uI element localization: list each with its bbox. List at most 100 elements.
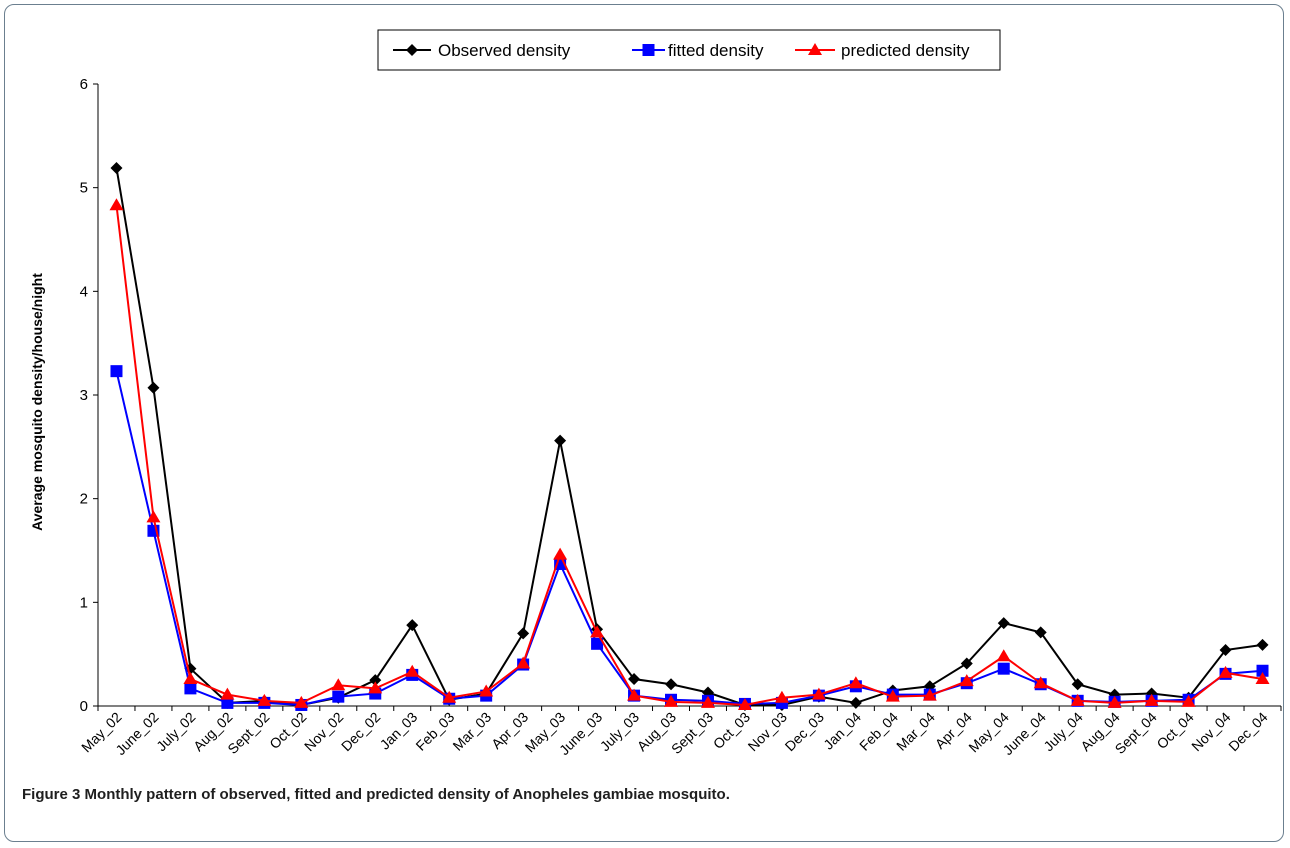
data-point: [1071, 678, 1084, 691]
data-point: [442, 690, 457, 703]
y-tick-label: 6: [80, 76, 88, 93]
data-point: [627, 688, 642, 701]
legend-marker: [808, 43, 822, 55]
x-tick-label: Jan_04: [820, 709, 864, 753]
data-point: [1181, 694, 1196, 707]
data-point: [147, 381, 160, 394]
data-point: [1219, 644, 1232, 657]
data-point: [664, 694, 679, 707]
y-tick-label: 3: [80, 387, 88, 404]
data-point: [996, 649, 1011, 662]
data-point: [591, 637, 604, 650]
data-point: [368, 681, 383, 694]
y-tick-label: 5: [80, 180, 88, 197]
x-tick-label: Sept_02: [224, 709, 272, 757]
figure-frame: [4, 4, 1284, 842]
data-point: [479, 684, 494, 697]
x-tick-label: Dec_03: [782, 709, 828, 755]
x-tick-label: Jan_03: [377, 709, 421, 753]
series-fitted-density: [110, 365, 1269, 711]
data-point: [1218, 665, 1233, 678]
data-point: [1256, 664, 1269, 677]
data-point: [665, 678, 678, 691]
chart-legend: Observed density fitted density predicted …: [377, 29, 1001, 71]
data-point: [848, 676, 863, 689]
x-tick-label: July_02: [153, 709, 199, 755]
data-point: [554, 434, 567, 447]
x-tick-label: Nov_03: [745, 709, 791, 755]
data-point: [1255, 672, 1270, 685]
y-tick-label: 2: [80, 491, 88, 508]
data-point: [220, 687, 235, 700]
data-point: [590, 625, 605, 638]
data-point: [997, 617, 1010, 630]
data-point: [257, 693, 272, 706]
y-tick-label: 4: [80, 283, 88, 300]
x-tick-label: Feb_04: [856, 709, 901, 754]
data-point: [1144, 693, 1159, 706]
data-point: [110, 365, 123, 378]
data-point: [885, 689, 900, 702]
series-line: [115, 167, 1263, 706]
x-tick-label: July_03: [597, 709, 643, 755]
series-predicted-density: [109, 198, 1270, 710]
data-point: [1034, 626, 1047, 639]
data-point: [1033, 676, 1048, 689]
chart-axes: 0123456May_02June_02July_02Aug_02Sept_02…: [78, 76, 1282, 758]
data-point: [849, 696, 862, 709]
y-axis-label: Average mosquito density/house/night: [29, 273, 45, 531]
data-point: [1256, 638, 1269, 651]
series-observed-density: [110, 161, 1269, 711]
data-point: [1070, 693, 1085, 706]
data-point: [774, 690, 789, 703]
data-point: [960, 657, 973, 670]
data-point: [405, 664, 420, 677]
data-point: [516, 656, 531, 669]
y-tick-label: 0: [80, 698, 88, 715]
data-point: [922, 688, 937, 701]
data-point: [628, 673, 641, 686]
data-point: [1107, 695, 1122, 708]
legend-marker: [406, 44, 418, 56]
chart-series-layer: [109, 161, 1270, 711]
caption-label: Figure 3: [22, 786, 81, 803]
x-tick-label: Dec_04: [1225, 709, 1271, 755]
series-line: [115, 205, 1263, 706]
x-tick-label: Mar_04: [893, 709, 938, 754]
x-tick-label: Nov_02: [301, 709, 347, 755]
data-point: [406, 619, 419, 632]
x-tick-label: Mar_03: [449, 709, 494, 754]
data-point: [553, 547, 568, 560]
data-point: [369, 674, 382, 687]
data-point: [517, 627, 530, 640]
x-tick-label: Nov_04: [1188, 709, 1234, 755]
figure-caption: Figure 3 Monthly pattern of observed, fi…: [22, 786, 730, 803]
data-point: [700, 695, 715, 708]
y-tick-label: 1: [80, 594, 88, 611]
legend-label: fitted density: [668, 41, 764, 60]
x-tick-label: Feb_03: [412, 709, 457, 754]
legend-label: Observed density: [438, 41, 571, 60]
x-tick-label: Dec_02: [338, 709, 384, 755]
x-tick-label: Sept_04: [1112, 709, 1160, 757]
legend-marker: [642, 44, 655, 56]
data-point: [997, 662, 1010, 675]
data-point: [110, 161, 123, 174]
data-point: [146, 510, 161, 523]
data-point: [331, 678, 346, 691]
data-point: [811, 687, 826, 700]
caption-text: Monthly pattern of observed, fitted and …: [84, 786, 730, 803]
data-point: [959, 674, 974, 687]
data-point: [183, 672, 198, 685]
data-point: [184, 682, 197, 695]
series-line: [115, 370, 1263, 706]
x-tick-label: Sept_03: [668, 709, 716, 757]
data-point: [109, 198, 124, 211]
data-point: [737, 697, 752, 710]
x-tick-label: July_04: [1040, 709, 1086, 755]
data-point: [332, 690, 345, 703]
data-point: [294, 695, 309, 708]
legend-box: [377, 29, 1001, 71]
legend-label: predicted density: [841, 41, 970, 60]
